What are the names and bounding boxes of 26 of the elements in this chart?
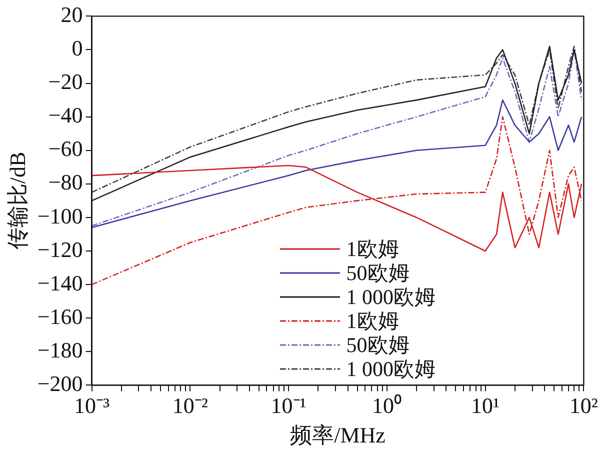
y-tick-label: −100 (37, 203, 83, 228)
y-tick-label: −40 (48, 102, 83, 128)
y-tick-label: 0 (72, 36, 83, 61)
x-tick-label: 10¹ (471, 393, 500, 418)
legend-label: 1欧姆 (346, 237, 399, 262)
y-tick-label: −180 (37, 337, 83, 362)
y-tick-label: 20 (60, 2, 83, 27)
x-tick-label: 10⁰ (372, 393, 402, 418)
y-tick-label: −160 (37, 304, 83, 329)
y-tick-label: −140 (37, 270, 83, 296)
x-axis-title: 频率/MHz (290, 422, 386, 448)
x-tick-label: 10² (569, 393, 598, 418)
y-tick-label: −60 (48, 136, 83, 162)
y-axis-title: 传输比/dB (4, 152, 30, 250)
y-tick-label: −200 (37, 370, 83, 396)
legend-label: 50欧姆 (346, 333, 410, 358)
legend-label: 50欧姆 (346, 261, 410, 286)
legend-label: 1欧姆 (346, 309, 399, 334)
x-tick-label: 10⁻³ (74, 393, 110, 418)
x-tick-label: 10⁻² (172, 393, 208, 418)
y-tick-label: −20 (48, 69, 83, 94)
y-tick-label: −120 (37, 236, 83, 262)
legend-label: 1 000欧姆 (346, 285, 436, 310)
legend-label: 1 000欧姆 (346, 357, 436, 382)
y-tick-label: −80 (48, 170, 83, 195)
x-tick-label: 10⁻¹ (270, 393, 306, 418)
